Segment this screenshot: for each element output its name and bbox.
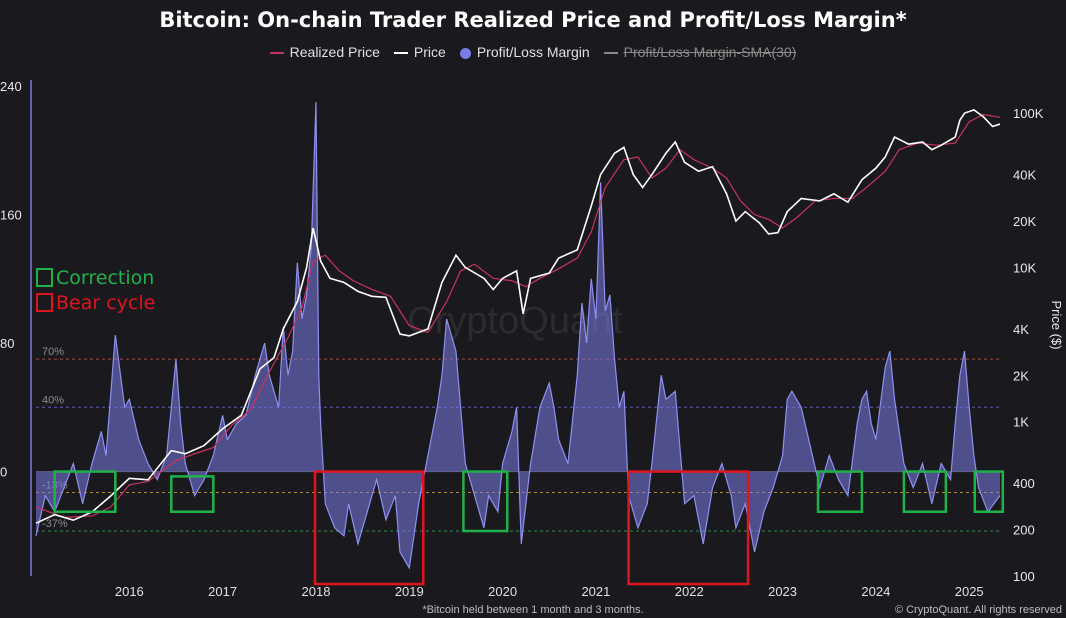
legend-item-0[interactable]: Realized Price (269, 44, 380, 60)
bear-box-icon (36, 293, 53, 312)
legend-line-icon (393, 52, 408, 55)
right-tick-9: 100 (1013, 569, 1035, 584)
correction-box-0 (53, 470, 117, 513)
profit-loss-margin-area (35, 102, 1001, 570)
x-tick-2: 2018 (302, 584, 331, 599)
x-tick-8: 2024 (861, 584, 890, 599)
x-tick-7: 2023 (768, 584, 797, 599)
left-tick-2: 80 (0, 336, 14, 351)
correction-box-7 (973, 470, 1005, 513)
profit-loss-fill (36, 102, 1000, 568)
legend-item-2[interactable]: Profit/Loss Margin (459, 44, 590, 60)
legend-line-icon (603, 52, 618, 55)
left-tick-3: 0 (0, 465, 7, 480)
legend-label: Price (413, 44, 446, 60)
x-axis-ticks: 2016 2017 2018 2019 2020 2021 2022 2023 2024 2025 (115, 584, 984, 599)
x-tick-9: 2025 (955, 584, 984, 599)
x-tick-4: 2020 (488, 584, 517, 599)
correction-annotation: Correction (36, 266, 155, 291)
reference-label-3: -37% (42, 518, 68, 530)
left-axis-ticks: 240 160 80 0 (0, 79, 22, 480)
legend-label: Realized Price (289, 44, 380, 60)
legend-label: Profit/Loss Margin-SMA(30) (623, 44, 797, 60)
correction-label: Correction (56, 267, 155, 289)
highlight-boxes (53, 470, 1005, 586)
annotation-legend: Correction Bear cycle (36, 266, 155, 316)
chart-title: Bitcoin: On-chain Trader Realized Price … (159, 8, 907, 32)
reference-label-0: 70% (42, 346, 64, 358)
right-tick-1: 40K (1013, 168, 1036, 183)
right-tick-4: 4K (1013, 322, 1029, 337)
bear-annotation: Bear cycle (36, 291, 155, 316)
x-tick-1: 2017 (208, 584, 237, 599)
right-axis-ticks: 100K 40K 20K 10K 4K 2K 1K 400 200 100 (1013, 106, 1044, 584)
x-tick-0: 2016 (115, 584, 144, 599)
right-tick-8: 200 (1013, 523, 1035, 538)
correction-box-6 (902, 470, 948, 513)
chart-legend: Realized Price Price Profit/Loss Margin Pro… (0, 44, 1066, 60)
bear-cycle-box-2 (313, 470, 425, 586)
correction-box-3 (462, 470, 509, 533)
right-axis-label: Price ($) (1049, 300, 1064, 349)
correction-box-5 (816, 470, 864, 513)
legend-dot-icon (459, 47, 471, 59)
right-tick-6: 1K (1013, 415, 1029, 430)
legend-label: Profit/Loss Margin (476, 44, 590, 60)
right-tick-0: 100K (1013, 106, 1044, 121)
legend-item-3[interactable]: Profit/Loss Margin-SMA(30) (603, 44, 797, 60)
bear-label: Bear cycle (56, 292, 156, 314)
reference-label-1: 40% (42, 394, 64, 406)
credit: © CryptoQuant. All rights reserved (894, 604, 1062, 616)
x-tick-3: 2019 (395, 584, 424, 599)
right-tick-2: 20K (1013, 214, 1036, 229)
bear-cycle-box-4 (627, 470, 750, 586)
correction-box-icon (36, 268, 53, 287)
price-lines (35, 109, 1001, 524)
correction-box-1 (170, 475, 215, 513)
right-tick-5: 2K (1013, 368, 1029, 383)
x-tick-6: 2022 (675, 584, 704, 599)
footnote: *Bitcoin held between 1 month and 3 mont… (422, 604, 644, 616)
legend-item-1[interactable]: Price (393, 44, 446, 60)
profit-loss-outline (35, 102, 1001, 570)
x-tick-5: 2021 (581, 584, 610, 599)
price-line (35, 109, 1001, 524)
right-tick-7: 400 (1013, 476, 1035, 491)
right-tick-3: 10K (1013, 260, 1036, 275)
legend-line-icon (269, 52, 284, 55)
left-tick-1: 160 (0, 208, 22, 223)
left-tick-0: 240 (0, 79, 22, 94)
